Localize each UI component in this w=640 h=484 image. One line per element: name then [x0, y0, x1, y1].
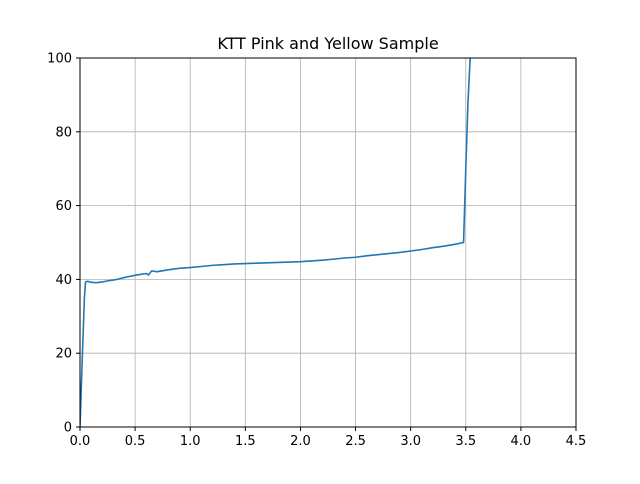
y-tick-label: 20 — [55, 347, 72, 362]
x-tick-label: 2.0 — [290, 434, 311, 449]
x-tick-label: 0.5 — [125, 434, 146, 449]
x-tick-label: 3.5 — [455, 434, 476, 449]
ticks: 0.0 0.5 1.0 1.5 2.0 2.5 3.0 3.5 4.0 4.5 0 20 40 60 80 1… — [47, 52, 586, 450]
x-tick-label: 4.0 — [511, 434, 532, 449]
y-tick-label: 0 — [64, 421, 72, 436]
y-tick-label: 40 — [55, 273, 72, 288]
x-tick-label: 1.0 — [180, 434, 201, 449]
y-tick-label: 100 — [47, 52, 72, 67]
y-tick-label: 60 — [55, 199, 72, 214]
plot-frame — [79, 57, 577, 428]
x-tick-label: 1.5 — [235, 434, 256, 449]
x-tick-label: 3.0 — [400, 434, 421, 449]
x-tick-label: 4.5 — [566, 434, 587, 449]
series-line-0 — [80, 58, 471, 427]
x-tick-label: 2.5 — [345, 434, 366, 449]
chart-title: KTT Pink and Yellow Sample — [217, 34, 438, 53]
x-tick-label: 0.0 — [70, 434, 91, 449]
series-layer — [80, 58, 471, 427]
y-tick-label: 80 — [55, 125, 72, 140]
